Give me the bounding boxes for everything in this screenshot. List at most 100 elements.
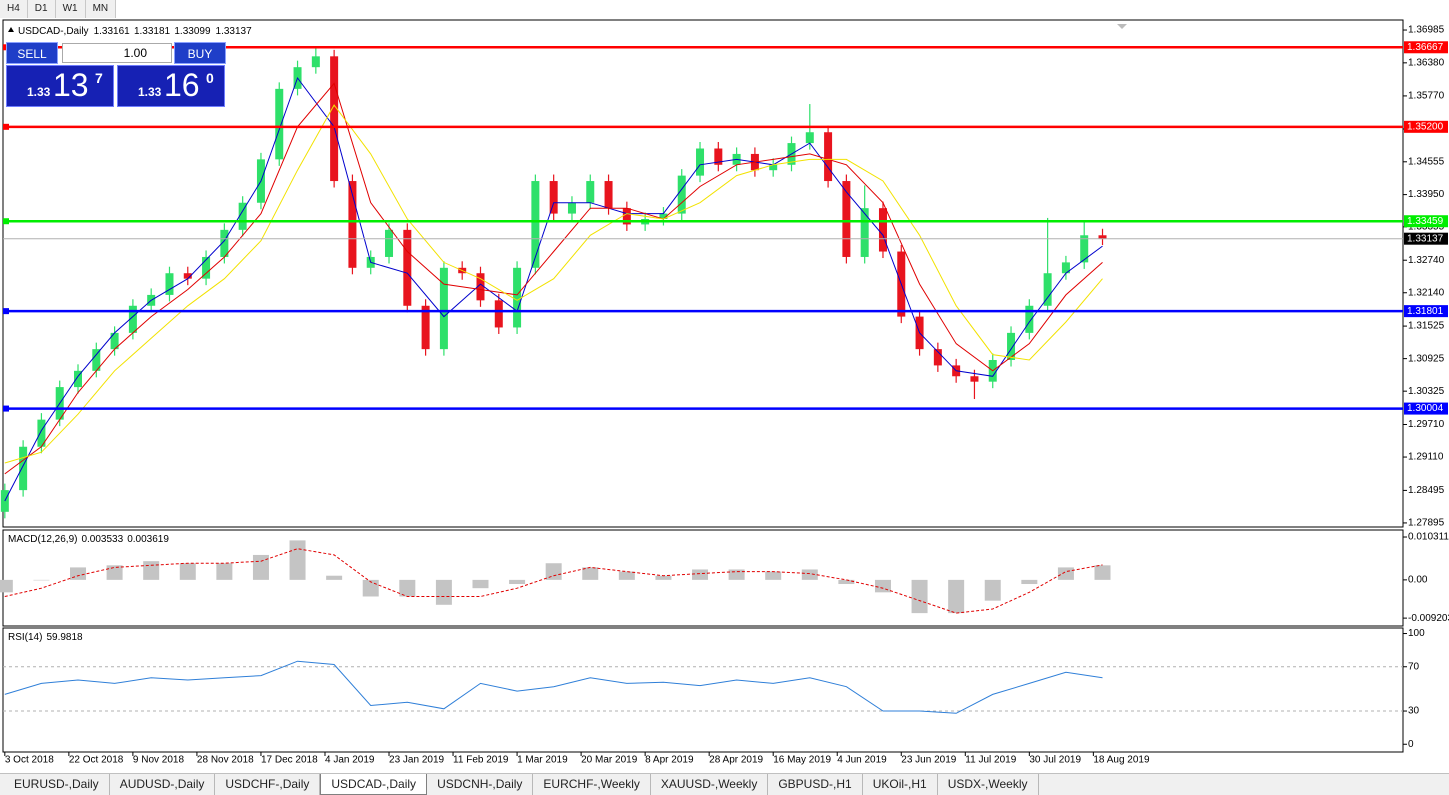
candle-body	[110, 332, 119, 350]
panel-frame	[2, 19, 1404, 528]
panel-title: RSI(14)	[8, 632, 42, 643]
level-handle	[3, 308, 9, 315]
panel-title: USDCAD-,Daily	[18, 26, 89, 37]
price-prefix: 1.33	[138, 85, 162, 99]
header-value: 59.9818	[46, 632, 83, 643]
candle-body	[421, 305, 430, 350]
macd-bar	[545, 563, 562, 580]
macd-bar	[984, 579, 1001, 601]
candle-body	[74, 370, 83, 388]
level-handle	[3, 123, 9, 130]
symbol-tab[interactable]: AUDUSD-,Daily	[110, 774, 216, 795]
level-label: 1.36667	[1407, 42, 1444, 53]
candle-body	[1007, 332, 1016, 360]
x-tick-label: 9 Nov 2018	[133, 755, 185, 766]
y-tick-label: 30	[1408, 706, 1420, 717]
level-handle	[3, 218, 9, 225]
rsi-line	[4, 660, 1103, 714]
candle-body	[385, 229, 394, 257]
y-tick-label: 1.29710	[1408, 419, 1445, 430]
panel-header: USDCAD-,Daily 1.33161 1.33181 1.33099 1.3313…	[18, 26, 252, 37]
chart: 1.369851.363801.357701.351601.345551.339…	[0, 19, 1449, 766]
y-tick-label: 0.010311	[1408, 532, 1449, 543]
level-label-box	[1404, 120, 1448, 133]
y-tick-label: 1.32140	[1408, 287, 1445, 298]
y-tick-label: 1.31525	[1408, 321, 1445, 332]
symbol-tab[interactable]: GBPUSD-,H1	[768, 774, 863, 795]
symbol-tab[interactable]: XAUUSD-,Weekly	[651, 774, 769, 795]
candle-body	[1098, 235, 1107, 239]
lot-input[interactable]: 1.00	[62, 43, 172, 63]
candle-body	[677, 175, 686, 214]
candle-body	[403, 229, 412, 306]
y-tick-label: 100	[1408, 628, 1425, 639]
y-tick-label: -0.009203	[1408, 613, 1449, 624]
macd-bar	[179, 563, 196, 580]
x-tick-label: 30 Jul 2019	[1029, 755, 1081, 766]
x-tick-label: 4 Jun 2019	[837, 755, 887, 766]
timeframe-tab[interactable]: H4	[0, 0, 28, 18]
price-big: 13	[53, 67, 89, 103]
macd-bar	[948, 579, 965, 614]
macd-bar	[435, 579, 452, 605]
macd-bar	[911, 579, 928, 614]
x-tick-label: 20 Mar 2019	[581, 755, 638, 766]
scroll-marker	[1117, 24, 1127, 29]
level-label-box	[1404, 215, 1448, 228]
symbol-tab[interactable]: USDX-,Weekly	[938, 774, 1039, 795]
macd-signal	[4, 548, 1103, 614]
panel-frame	[2, 529, 1404, 627]
level-label: 1.31801	[1407, 306, 1444, 317]
buy-button[interactable]: BUY	[174, 42, 226, 64]
macd-bar	[143, 561, 160, 580]
x-tick-label: 22 Oct 2018	[69, 755, 124, 766]
x-tick-label: 23 Jan 2019	[389, 755, 444, 766]
candle-body	[19, 446, 28, 491]
symbol-tab[interactable]: USDCNH-,Daily	[427, 774, 534, 795]
timeframe-tab[interactable]: MN	[86, 0, 117, 18]
candle-body	[439, 267, 448, 350]
symbol-tab[interactable]: UKOil-,H1	[863, 774, 938, 795]
collapse-icon	[8, 27, 14, 32]
symbol-tab[interactable]: EURUSD-,Daily	[4, 774, 110, 795]
sell-button[interactable]: SELL	[6, 42, 58, 64]
timeframe-tab[interactable]: D1	[28, 0, 56, 18]
level-label: 1.33459	[1407, 216, 1444, 227]
buy-price[interactable]: 1.33 16 0	[117, 65, 225, 107]
y-tick-label: 1.28495	[1408, 485, 1445, 496]
x-tick-label: 1 Mar 2019	[517, 755, 568, 766]
timeframe-tab[interactable]: W1	[56, 0, 86, 18]
symbol-tab[interactable]: EURCHF-,Weekly	[533, 774, 651, 795]
candle-body	[476, 273, 485, 301]
candle-body	[165, 273, 174, 295]
candle-body	[1080, 235, 1089, 263]
moving-average	[4, 76, 1103, 502]
macd-bar	[655, 575, 672, 580]
macd-bar	[1021, 579, 1038, 585]
header-value: 0.003533	[81, 534, 123, 545]
x-tick-label: 23 Jun 2019	[901, 755, 956, 766]
level-label-box	[1404, 305, 1448, 318]
x-tick-label: 11 Jul 2019	[965, 755, 1016, 766]
macd-bar	[838, 579, 855, 585]
level-handle	[3, 405, 9, 412]
moving-average	[4, 104, 1103, 464]
x-tick-label: 11 Feb 2019	[453, 755, 509, 766]
macd-bar	[0, 579, 13, 593]
symbol-tabs: EURUSD-,Daily AUDUSD-,Daily USDCHF-,Daily U…	[0, 773, 1449, 795]
y-tick-label: 0	[1408, 739, 1414, 750]
panel-title: MACD(12,26,9)	[8, 534, 77, 545]
candle-body	[531, 181, 540, 268]
candle-body	[513, 267, 522, 328]
sell-price[interactable]: 1.33 13 7	[6, 65, 114, 107]
x-tick-label: 16 May 2019	[773, 755, 831, 766]
candle-body	[970, 376, 979, 382]
symbol-tab[interactable]: USDCAD-,Daily	[320, 774, 428, 795]
panel-frame	[2, 627, 1404, 753]
price-small: 7	[95, 70, 103, 86]
candle-body	[824, 132, 833, 182]
symbol-tab[interactable]: USDCHF-,Daily	[215, 774, 321, 795]
y-tick-label: 1.30325	[1408, 386, 1445, 397]
macd-bar	[289, 540, 306, 580]
